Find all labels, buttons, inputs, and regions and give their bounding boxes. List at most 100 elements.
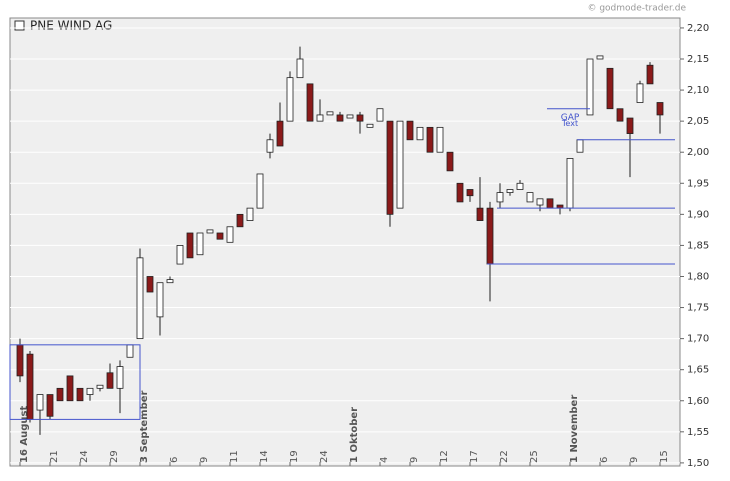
candle-body: [26, 353, 34, 420]
candle-body: [596, 55, 604, 60]
candle-body: [36, 394, 44, 411]
candle-body: [436, 126, 444, 153]
candle-body: [406, 120, 414, 141]
y-tick-label: 2,20: [687, 23, 709, 34]
candle-body: [186, 232, 194, 259]
candle-body: [546, 198, 554, 209]
x-tick-label: 16 August: [19, 406, 30, 463]
x-tick-label: 4: [379, 457, 390, 463]
x-tick-label: 3 September: [139, 390, 150, 463]
candle-body: [56, 387, 64, 402]
candle-body: [386, 120, 394, 215]
candle-body: [316, 114, 324, 122]
candle-body: [286, 77, 294, 122]
candle-body: [586, 58, 594, 116]
candle-body: [496, 192, 504, 203]
x-tick-label: 11: [229, 450, 240, 463]
y-tick-label: 1,80: [687, 271, 709, 282]
gap-box: [9, 344, 141, 420]
candle-body: [426, 126, 434, 153]
x-tick-label: 9: [199, 457, 210, 463]
candle-body: [96, 384, 104, 389]
y-tick-label: 1,95: [687, 178, 709, 189]
candle-body: [506, 189, 514, 194]
candle-body: [86, 387, 94, 395]
candle-body: [456, 182, 464, 203]
y-tick-label: 1,50: [687, 458, 709, 469]
candle-body: [296, 58, 304, 79]
candle-body: [626, 117, 634, 134]
x-tick-label: 9: [629, 457, 640, 463]
y-tick-label: 2,00: [687, 147, 709, 158]
candle-body: [126, 344, 134, 358]
candle-body: [16, 344, 24, 377]
candle-body: [256, 173, 264, 209]
gap-text: GAP: [561, 113, 580, 123]
candle-body: [246, 207, 254, 221]
x-tick-label: 12: [439, 450, 450, 463]
y-tick-label: 2,10: [687, 85, 709, 96]
candle-body: [566, 158, 574, 209]
candle-body: [396, 120, 404, 209]
x-tick-label: 1 Oktober: [349, 407, 360, 463]
candle-body: [606, 67, 614, 110]
candle-body: [226, 226, 234, 243]
candle-body: [536, 198, 544, 206]
candle-body: [326, 111, 334, 116]
watermark: © godmode-trader.de: [587, 4, 686, 14]
title-box: [14, 20, 25, 31]
y-tick-label: 1,70: [687, 334, 709, 345]
candle-body: [526, 192, 534, 203]
candle-body: [236, 213, 244, 228]
candle-body: [216, 232, 224, 240]
x-tick-label: 15: [659, 450, 670, 463]
candle-body: [616, 108, 624, 122]
y-tick-label: 2,05: [687, 116, 709, 127]
candle-body: [466, 189, 474, 197]
candle-body: [106, 372, 114, 389]
candle-body: [146, 276, 154, 293]
y-tick-label: 1,60: [687, 396, 709, 407]
y-tick-label: 1,65: [687, 365, 709, 376]
y-tick-label: 1,55: [687, 427, 709, 438]
candle-body: [646, 64, 654, 85]
candle-body: [356, 114, 364, 122]
x-tick-label: 6: [599, 457, 610, 463]
candle-body: [136, 257, 144, 340]
candle-body: [166, 279, 174, 284]
y-tick-label: 1,90: [687, 209, 709, 220]
candle-body: [366, 123, 374, 128]
candle-body: [306, 83, 314, 122]
x-tick-label: 9: [409, 457, 420, 463]
candle-body: [116, 366, 124, 389]
plot-area: [9, 17, 681, 467]
candle-body: [656, 102, 664, 116]
candle-body: [76, 387, 84, 402]
x-tick-label: 24: [79, 450, 90, 463]
x-tick-label: 17: [469, 450, 480, 463]
x-tick-label: 21: [49, 450, 60, 463]
candle-body: [206, 229, 214, 234]
candle-body: [376, 108, 384, 122]
candle-body: [476, 207, 484, 221]
y-tick-label: 2,15: [687, 54, 709, 65]
candle-body: [416, 126, 424, 141]
candle-body: [66, 375, 74, 402]
candle-body: [486, 207, 494, 265]
candle-body: [446, 151, 454, 172]
x-tick-label: 1 November: [569, 395, 580, 463]
candle-body: [46, 394, 54, 417]
chart-title: PNE WIND AG: [30, 19, 112, 33]
candle-body: [346, 114, 354, 119]
candle-body: [576, 139, 584, 153]
candle-body: [636, 83, 644, 103]
candle-body: [156, 282, 164, 318]
y-tick-label: 1,75: [687, 303, 709, 314]
x-tick-label: 25: [529, 450, 540, 463]
x-tick-label: 19: [289, 450, 300, 463]
candle-body: [516, 182, 524, 190]
gap-text: Text: [561, 119, 578, 128]
x-tick-label: 14: [259, 450, 270, 463]
candle-body: [196, 232, 204, 256]
